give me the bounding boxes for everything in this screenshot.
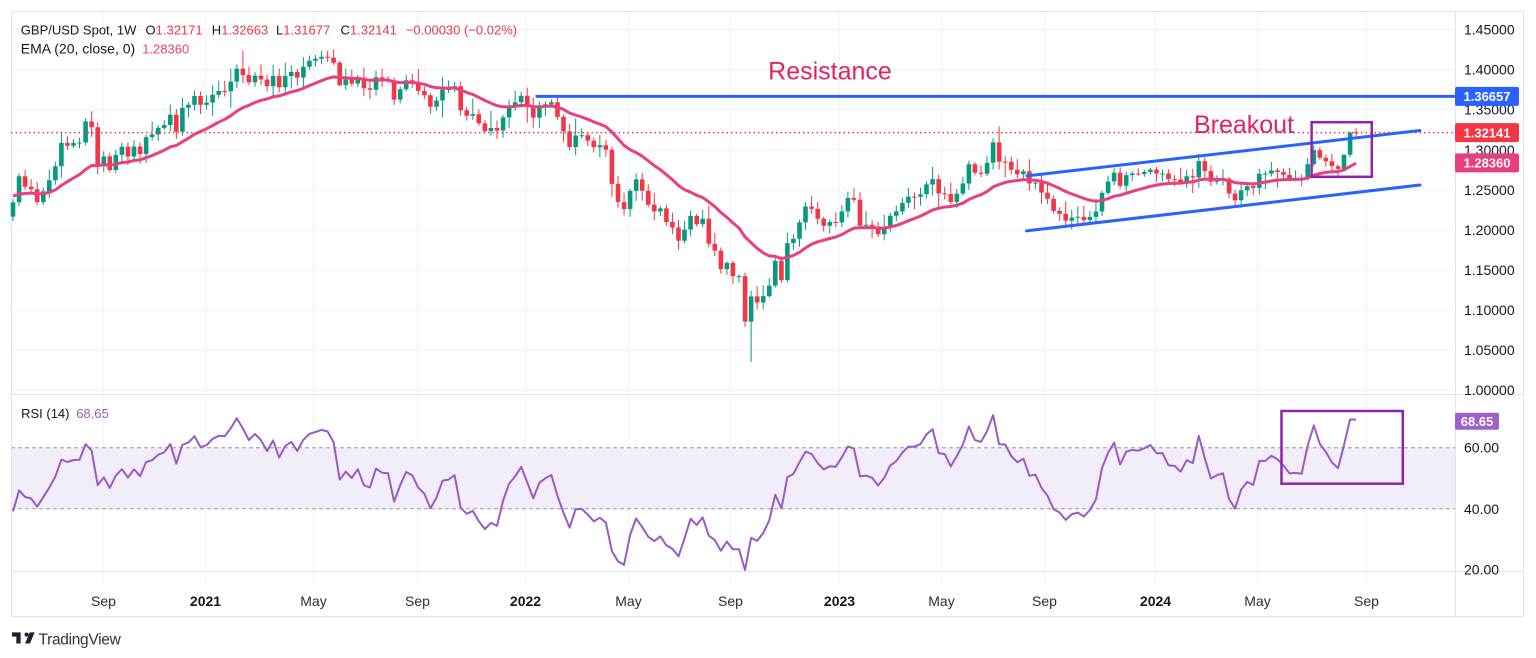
svg-text:RSI (14): RSI (14)	[21, 406, 69, 421]
svg-text:May: May	[615, 593, 641, 609]
svg-text:1.20000: 1.20000	[1464, 222, 1515, 238]
svg-text:Sep: Sep	[1354, 593, 1379, 609]
svg-text:−0.00030 (−0.02%): −0.00030 (−0.02%)	[406, 23, 517, 38]
svg-text:L1.31677: L1.31677	[276, 23, 330, 38]
svg-text:GBP/USD Spot, 1W: GBP/USD Spot, 1W	[21, 23, 137, 38]
svg-text:May: May	[1244, 593, 1270, 609]
svg-text:EMA (20, close, 0): EMA (20, close, 0)	[21, 41, 135, 57]
svg-text:40.00: 40.00	[1464, 501, 1499, 517]
svg-text:Sep: Sep	[718, 593, 743, 609]
svg-text:68.65: 68.65	[76, 406, 109, 421]
svg-text:1.40000: 1.40000	[1464, 62, 1515, 78]
svg-text:May: May	[300, 593, 326, 609]
svg-text:C1.32141: C1.32141	[341, 23, 397, 38]
svg-text:H1.32663: H1.32663	[212, 23, 268, 38]
svg-text:1.25000: 1.25000	[1464, 182, 1515, 198]
svg-text:20.00: 20.00	[1464, 562, 1499, 578]
svg-text:2023: 2023	[824, 593, 855, 609]
svg-text:Sep: Sep	[91, 593, 116, 609]
svg-text:TradingView: TradingView	[39, 632, 122, 649]
svg-text:1.36657: 1.36657	[1464, 89, 1511, 104]
svg-text:Sep: Sep	[405, 593, 430, 609]
svg-text:2021: 2021	[190, 593, 221, 609]
svg-text:1.00000: 1.00000	[1464, 382, 1515, 398]
svg-text:2024: 2024	[1140, 593, 1171, 609]
svg-text:1.15000: 1.15000	[1464, 262, 1515, 278]
svg-text:May: May	[928, 593, 954, 609]
svg-text:1.28360: 1.28360	[1464, 156, 1511, 171]
svg-text:1.10000: 1.10000	[1464, 302, 1515, 318]
svg-text:Breakout: Breakout	[1194, 111, 1294, 139]
svg-text:Sep: Sep	[1032, 593, 1057, 609]
svg-text:1.32141: 1.32141	[1464, 125, 1511, 140]
svg-text:1.05000: 1.05000	[1464, 342, 1515, 358]
svg-text:Resistance: Resistance	[768, 58, 892, 86]
svg-text:1.45000: 1.45000	[1464, 22, 1515, 38]
svg-text:2022: 2022	[510, 593, 541, 609]
svg-text:68.65: 68.65	[1461, 414, 1494, 429]
svg-text:O1.32171: O1.32171	[146, 23, 203, 38]
svg-text:60.00: 60.00	[1464, 440, 1499, 456]
svg-text:1.28360: 1.28360	[142, 42, 189, 57]
